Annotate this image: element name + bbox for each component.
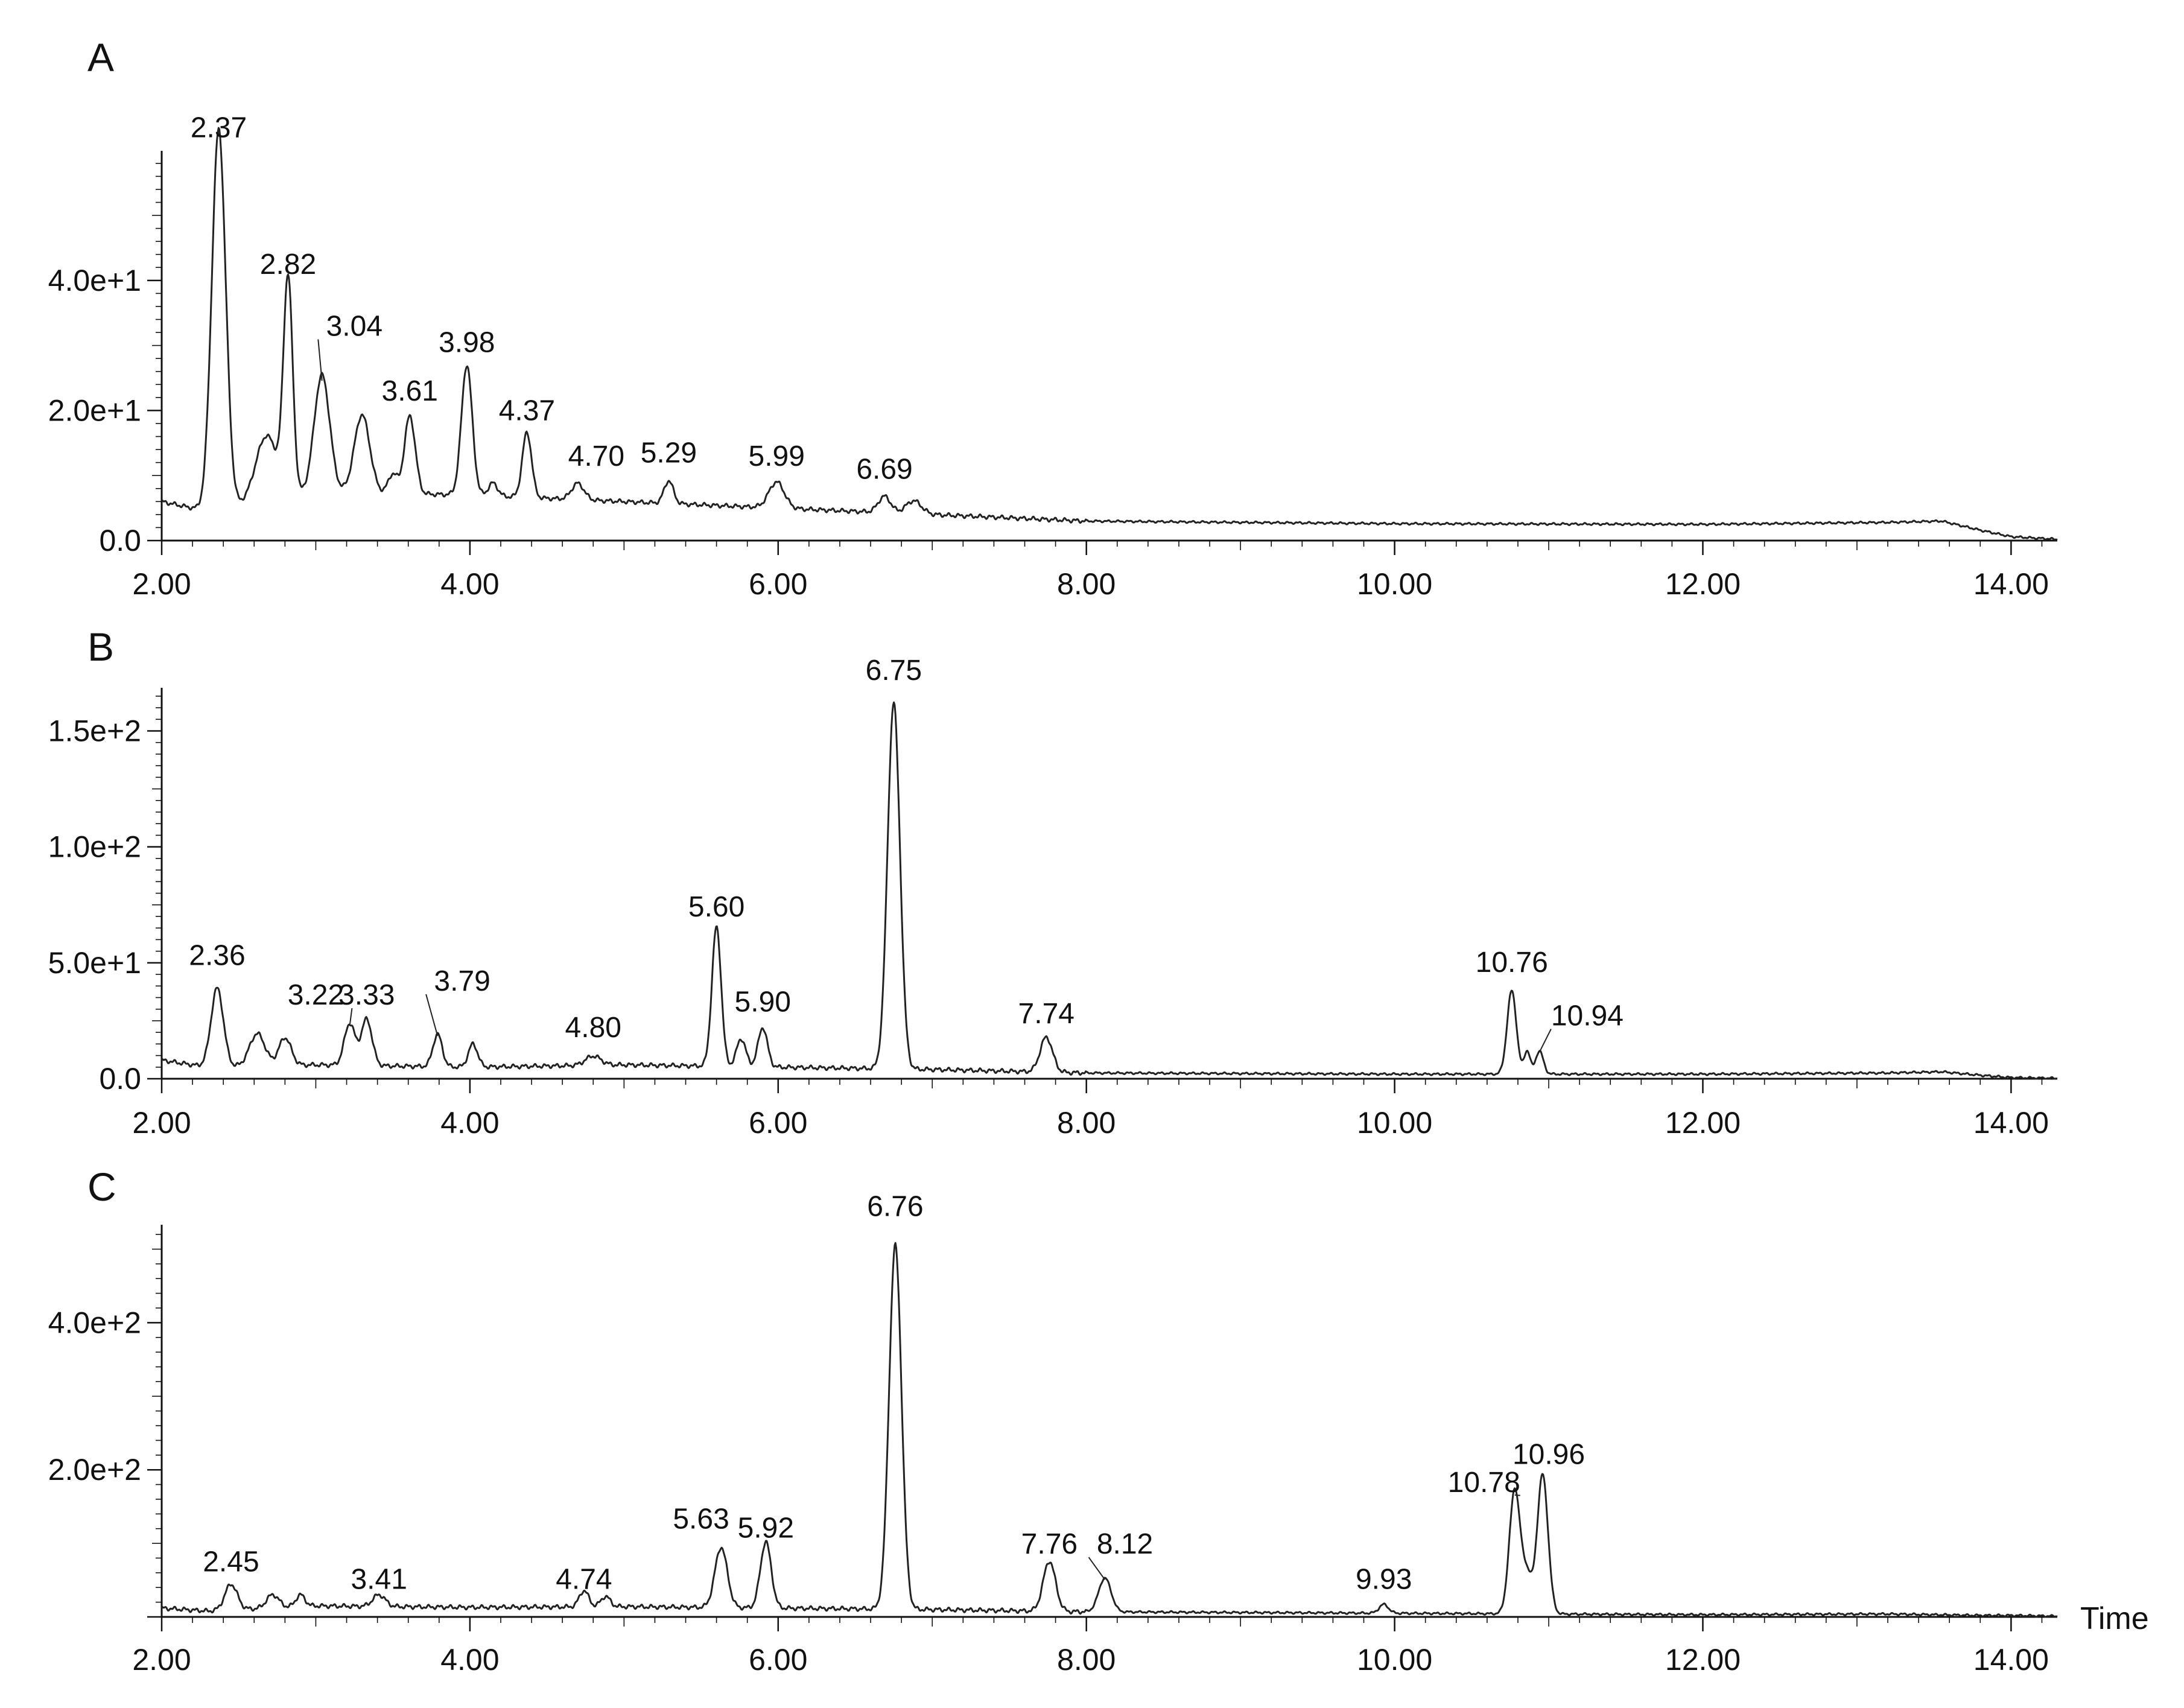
x-tick-label: 4.00 <box>440 567 499 601</box>
panel-a: A 2.00 4.00 6.00 8.00 10.00 12.00 14.00 0.0 2.0e+… <box>48 35 2058 601</box>
peak-label: 7.74 <box>1018 998 1075 1030</box>
peak-leader-line <box>1538 1029 1552 1053</box>
y-tick-label: 5.0e+1 <box>48 946 141 980</box>
peak-label: 2.82 <box>260 249 316 281</box>
peak-label: 10.94 <box>1551 1000 1624 1032</box>
x-tick-label: 14.00 <box>1973 567 2049 601</box>
panel-c: C 2.00 4.00 6.00 8.00 10.00 12.00 14.00 2.0e+2 4.… <box>48 1164 2149 1677</box>
x-tick-label: 8.00 <box>1057 1643 1116 1677</box>
x-axis-title: Time <box>2080 1601 2149 1636</box>
x-tick-label: 2.00 <box>132 1643 191 1677</box>
peak-label: 5.29 <box>641 437 697 469</box>
peak-label: 4.80 <box>565 1012 621 1044</box>
chromatogram-trace <box>161 1242 2058 1618</box>
peak-label: 5.63 <box>673 1503 729 1535</box>
x-tick-label: 14.00 <box>1973 1643 2049 1677</box>
x-tick-label: 2.00 <box>132 567 191 601</box>
peak-label: 9.93 <box>1356 1564 1412 1596</box>
y-tick-label: 2.0e+1 <box>48 393 141 427</box>
peak-label: 8.12 <box>1097 1528 1153 1560</box>
peak-label: 6.75 <box>866 655 922 687</box>
x-tick-label: 4.00 <box>440 1643 499 1677</box>
peak-label: 3.33 <box>338 979 395 1011</box>
y-tick-label: 4.0e+1 <box>48 264 141 297</box>
peak-label: 10.96 <box>1513 1438 1585 1470</box>
peak-label: 3.79 <box>434 965 490 997</box>
x-tick-label: 6.00 <box>749 567 807 601</box>
y-tick-label: 1.5e+2 <box>48 714 141 748</box>
x-tick-label: 12.00 <box>1665 567 1741 601</box>
chromatogram-trace <box>161 127 2058 541</box>
peak-label: 10.78 <box>1448 1467 1520 1499</box>
peak-leader-line <box>1088 1557 1106 1580</box>
peak-label: 4.74 <box>556 1564 612 1596</box>
peak-label: 4.37 <box>499 395 555 427</box>
x-tick-label: 14.00 <box>1973 1106 2049 1140</box>
panel-letter: A <box>87 35 114 80</box>
x-tick-label: 4.00 <box>440 1106 499 1140</box>
peak-label: 6.76 <box>867 1191 923 1223</box>
peak-label: 2.36 <box>189 940 245 972</box>
peak-label: 5.90 <box>735 986 791 1018</box>
y-tick-label: 0.0 <box>99 524 141 557</box>
y-tick-label: 4.0e+2 <box>48 1306 141 1339</box>
x-tick-label: 10.00 <box>1357 567 1432 601</box>
peak-label: 10.76 <box>1476 947 1548 979</box>
x-tick-label: 2.00 <box>132 1106 191 1140</box>
peak-label: 5.99 <box>749 440 805 472</box>
x-tick-label: 6.00 <box>749 1106 807 1140</box>
panel-b: B 2.00 4.00 6.00 8.00 10.00 12.00 14.00 0.0 5.0e+… <box>48 624 2058 1140</box>
x-tick-label: 12.00 <box>1665 1643 1741 1677</box>
panel-letter: B <box>87 624 114 669</box>
peak-label: 5.92 <box>738 1512 794 1544</box>
x-tick-label: 10.00 <box>1357 1643 1432 1677</box>
peak-leader-line <box>1514 1494 1520 1496</box>
y-tick-label: 1.0e+2 <box>48 830 141 864</box>
peak-label: 6.69 <box>856 454 912 486</box>
y-tick-label: 2.0e+2 <box>48 1453 141 1487</box>
peak-leader-line <box>349 1008 353 1026</box>
chromatogram-trace <box>161 701 2058 1080</box>
peak-label: 4.70 <box>568 440 624 472</box>
x-tick-label: 8.00 <box>1057 567 1116 601</box>
x-tick-label: 10.00 <box>1357 1106 1432 1140</box>
peak-label: 3.61 <box>382 375 438 407</box>
peak-label: 3.98 <box>439 326 495 358</box>
peak-label: 3.41 <box>351 1564 407 1596</box>
peak-label: 7.76 <box>1021 1528 1078 1560</box>
y-tick-label: 0.0 <box>99 1062 141 1096</box>
peak-leader-line <box>425 994 439 1037</box>
peak-label: 3.22 <box>288 979 344 1011</box>
x-tick-label: 12.00 <box>1665 1106 1741 1140</box>
x-tick-label: 6.00 <box>749 1643 807 1677</box>
peak-label: 5.60 <box>688 891 744 923</box>
panel-letter: C <box>87 1164 116 1209</box>
peak-leader-line <box>317 339 323 381</box>
peak-label: 2.45 <box>203 1546 259 1578</box>
peak-label: 3.04 <box>326 310 383 342</box>
peak-label: 2.37 <box>191 112 247 144</box>
x-tick-label: 8.00 <box>1057 1106 1116 1140</box>
